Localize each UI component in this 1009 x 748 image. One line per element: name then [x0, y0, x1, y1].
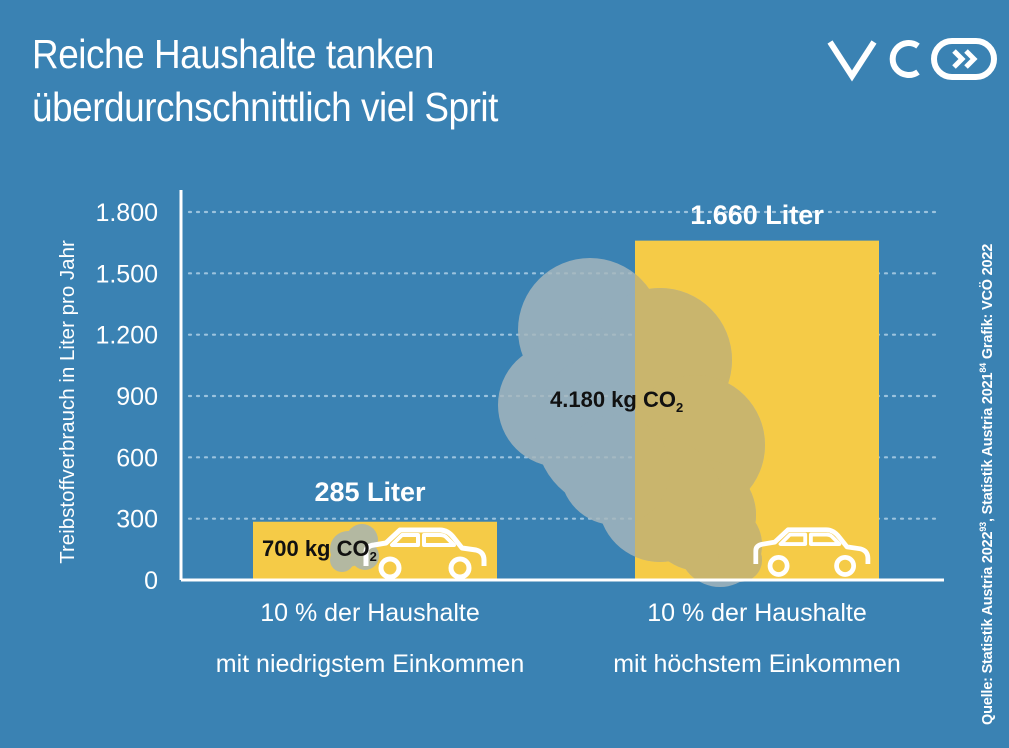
- smoke-puff: [635, 418, 670, 522]
- y-tick-label: 1.200: [95, 322, 158, 350]
- co2-label-subscript: 2: [676, 400, 683, 415]
- car-part: [378, 556, 402, 580]
- car-part: [767, 554, 790, 577]
- y-axis-label: Treibstoffverbrauch in Liter pro Jahr: [56, 240, 79, 564]
- smoke-puff: [718, 538, 762, 580]
- title-line-1: Reiche Haushalte tanken: [32, 31, 434, 77]
- category-label-2-line1: 10 % der Haushalte: [647, 599, 867, 627]
- co2-label-2: 4.180 kg CO2: [550, 387, 683, 415]
- car-part: [363, 527, 487, 566]
- category-label-2-line2: mit höchstem Einkommen: [613, 650, 901, 678]
- car-part: [390, 533, 456, 547]
- chart-title: Reiche Haushalte tanken überdurchschnitt…: [32, 28, 498, 134]
- y-tick-label: 1.500: [95, 260, 158, 288]
- y-tick-label: 900: [116, 383, 158, 411]
- y-tick-label: 1.800: [95, 199, 158, 227]
- car-part: [778, 532, 842, 546]
- car-icon-left: [363, 527, 487, 580]
- y-tick-label: 0: [144, 567, 158, 595]
- y-tick-label: 600: [116, 444, 158, 472]
- category-label-1-line2: mit niedrigstem Einkommen: [216, 650, 524, 678]
- car-part: [834, 554, 857, 577]
- smoke-cloud-on-bar: [635, 273, 765, 580]
- smoke-puff: [330, 548, 354, 572]
- co2-label-text: 700 kg CO: [262, 536, 370, 561]
- y-tick-label: 300: [116, 506, 158, 534]
- car-part: [448, 556, 472, 580]
- vco-logo-icon: [827, 38, 997, 82]
- car-part: [753, 527, 871, 565]
- co2-label-text: 4.180 kg CO: [550, 387, 676, 412]
- category-label-1-line1: 10 % der Haushalte: [260, 599, 480, 627]
- value-label-1: 285 Liter: [314, 477, 426, 507]
- co2-label-subscript: 2: [370, 549, 377, 564]
- car-icon-right: [753, 527, 871, 577]
- value-label-2: 1.660 Liter: [690, 200, 824, 230]
- co2-label-1: 700 kg CO2: [262, 536, 377, 564]
- title-line-2: überdurchschnittlich viel Sprit: [32, 84, 498, 130]
